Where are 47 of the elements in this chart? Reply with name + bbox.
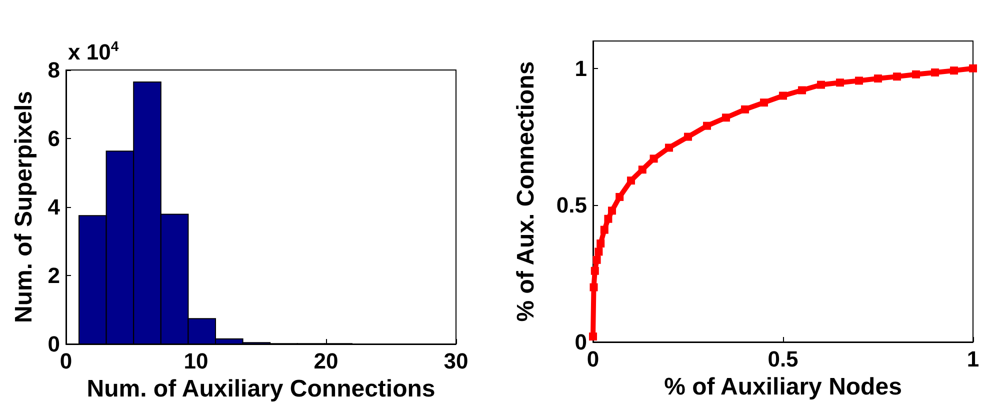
- point: [616, 192, 624, 201]
- point: [950, 66, 958, 75]
- y-tick-label: 0: [574, 330, 587, 354]
- point: [817, 80, 825, 89]
- x-axis-title: Num. of Auxiliary Connections: [86, 375, 436, 402]
- x-tick-label: 1: [966, 346, 980, 372]
- point: [741, 105, 749, 114]
- y-axis-title: Num. of Superpixels: [10, 90, 38, 324]
- point: [627, 176, 635, 185]
- point: [589, 332, 597, 341]
- point: [779, 92, 787, 100]
- point: [893, 72, 901, 81]
- y-tick-label: 2: [48, 263, 60, 288]
- x-tick-label: 10: [184, 348, 208, 374]
- point: [596, 239, 605, 248]
- point: [650, 154, 658, 163]
- point: [600, 226, 608, 234]
- y-tick-label: 4: [48, 194, 61, 220]
- point: [638, 166, 646, 174]
- x-axis-title: % of Auxiliary Nodes: [664, 373, 902, 400]
- text: x 10$^{4}$: [68, 38, 119, 66]
- point: [608, 206, 616, 215]
- point: [722, 114, 730, 122]
- point: [594, 248, 603, 256]
- y-tick-label: 8: [48, 58, 60, 82]
- point: [665, 144, 673, 152]
- point: [836, 78, 844, 87]
- y-axis-title: % of Aux. Connections: [512, 61, 540, 322]
- point: [590, 266, 599, 275]
- point: [684, 132, 692, 141]
- point: [969, 64, 977, 72]
- point: [798, 86, 806, 94]
- point: [590, 283, 598, 292]
- point: [592, 256, 601, 264]
- point: [855, 76, 863, 85]
- point: [874, 74, 882, 82]
- x-tick-label: 0.5: [768, 346, 798, 372]
- point: [604, 214, 612, 223]
- point: [931, 68, 939, 76]
- point: [703, 122, 711, 130]
- x-tick-label: 30: [444, 348, 468, 374]
- y-tick-label: 1: [574, 56, 587, 81]
- point: [912, 70, 920, 78]
- point: [760, 98, 768, 107]
- y-tick-label: 6: [48, 126, 60, 151]
- y-tick-label: 0.5: [556, 192, 587, 218]
- x-tick-label: 20: [314, 348, 338, 374]
